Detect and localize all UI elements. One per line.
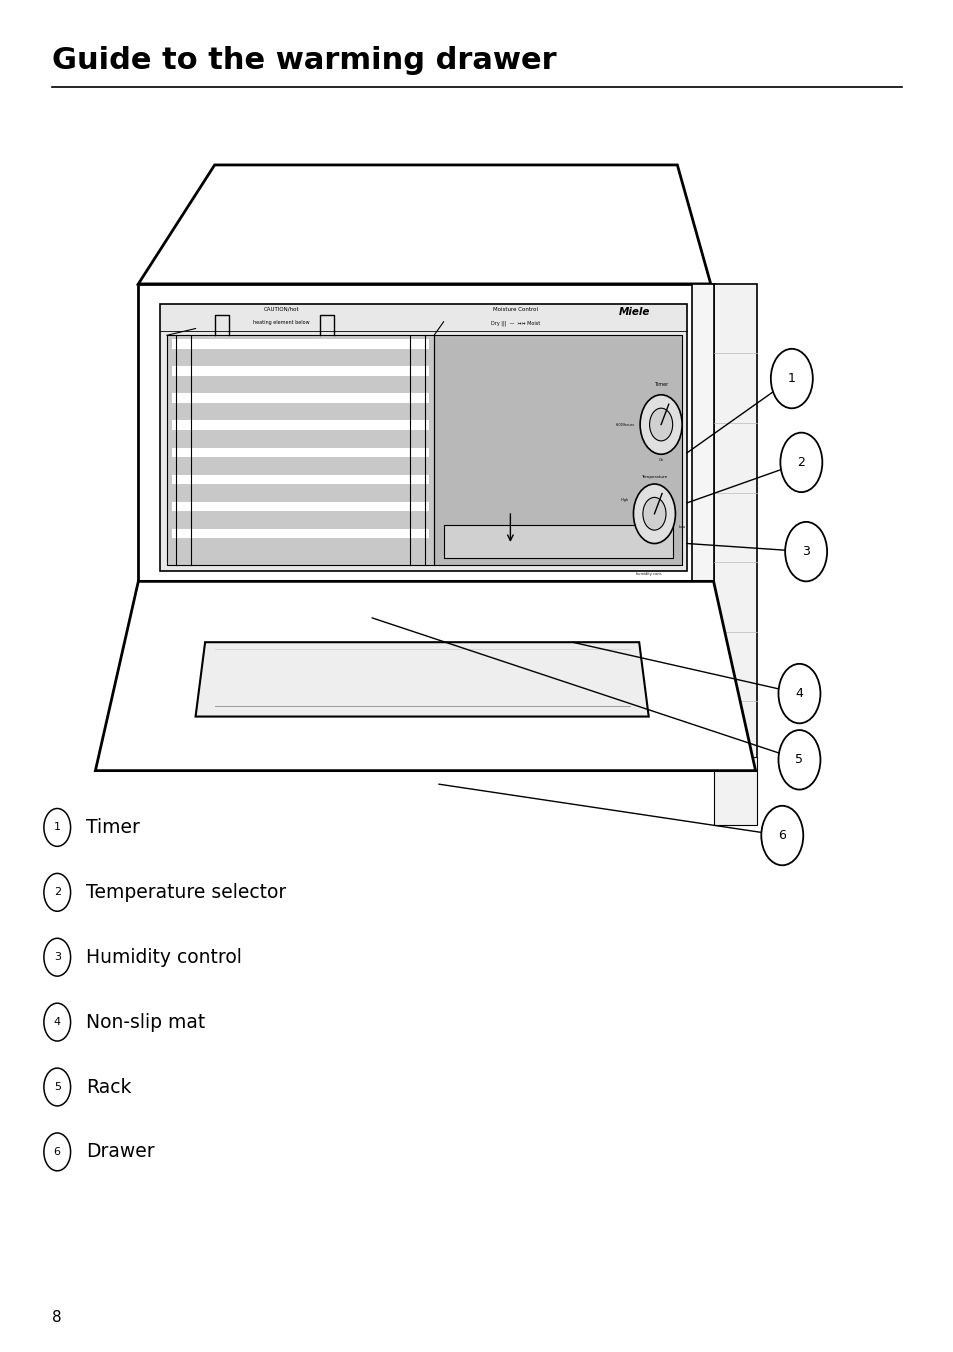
Text: Timer: Timer (654, 381, 667, 387)
Bar (167, 335, 434, 565)
Text: 2: 2 (797, 456, 804, 469)
Text: Dry |||  —  ↣↣ Moist: Dry ||| — ↣↣ Moist (490, 320, 539, 326)
Text: 3: 3 (801, 545, 809, 558)
Text: Guide to the warming drawer: Guide to the warming drawer (52, 46, 557, 74)
Bar (172, 420, 429, 430)
Text: 4: 4 (53, 1017, 61, 1028)
Circle shape (770, 349, 812, 408)
Text: High: High (619, 499, 628, 502)
Circle shape (639, 395, 681, 454)
Circle shape (778, 664, 820, 723)
Bar (434, 335, 681, 565)
Bar (172, 502, 429, 511)
Text: humidity cont.: humidity cont. (635, 572, 661, 576)
Bar (167, 335, 434, 565)
Bar (172, 448, 429, 457)
Text: Moisture Control: Moisture Control (492, 307, 537, 312)
Circle shape (778, 730, 820, 790)
Bar (172, 529, 429, 538)
Polygon shape (138, 165, 710, 284)
Text: Temperature: Temperature (640, 475, 667, 479)
Text: Non-slip mat: Non-slip mat (86, 1013, 205, 1032)
Text: 6: 6 (778, 829, 785, 842)
Text: 5: 5 (795, 753, 802, 767)
Bar (172, 339, 429, 349)
Text: Rack: Rack (86, 1078, 132, 1096)
Polygon shape (95, 581, 755, 771)
Circle shape (784, 522, 826, 581)
Text: Low: Low (678, 526, 684, 529)
Text: CAUTION/hot: CAUTION/hot (263, 307, 299, 312)
Circle shape (642, 498, 665, 530)
Text: 1: 1 (53, 822, 61, 833)
Text: Humidity control: Humidity control (86, 948, 241, 967)
Text: heating element below: heating element below (253, 320, 310, 326)
Circle shape (780, 433, 821, 492)
Bar (172, 366, 429, 376)
Text: On: On (658, 458, 663, 462)
Bar (443, 525, 672, 558)
Polygon shape (713, 284, 756, 771)
Bar (160, 304, 686, 571)
Text: Miele: Miele (618, 307, 649, 316)
Text: 6: 6 (53, 1146, 61, 1157)
Text: 6:00/hours: 6:00/hours (616, 423, 635, 426)
Circle shape (760, 806, 802, 865)
Polygon shape (713, 757, 756, 825)
Polygon shape (195, 642, 648, 717)
Text: Drawer: Drawer (86, 1142, 154, 1161)
Circle shape (649, 408, 672, 441)
Polygon shape (138, 284, 713, 581)
Text: Timer: Timer (86, 818, 139, 837)
Text: Temperature selector: Temperature selector (86, 883, 286, 902)
Bar (172, 475, 429, 484)
Bar (691, 284, 713, 581)
Text: 3: 3 (53, 952, 61, 963)
Bar (172, 393, 429, 403)
Text: 8: 8 (52, 1310, 62, 1325)
Text: 4: 4 (795, 687, 802, 700)
Text: 5: 5 (53, 1082, 61, 1092)
Text: 1: 1 (787, 372, 795, 385)
Circle shape (633, 484, 675, 544)
Text: 2: 2 (53, 887, 61, 898)
